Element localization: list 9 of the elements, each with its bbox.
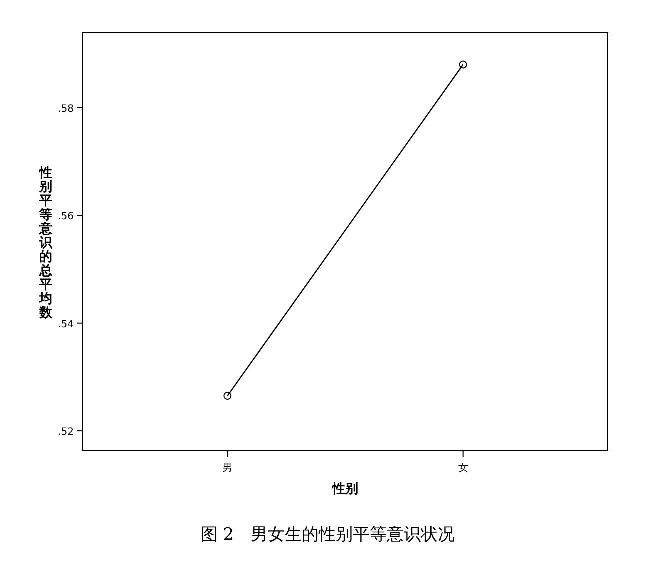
x-axis-title: 性别 xyxy=(332,482,358,497)
x-tick-label: 女 xyxy=(458,462,468,474)
y-tick-label: .52 xyxy=(58,427,74,438)
y-tick-label: .58 xyxy=(58,104,74,115)
y-tick-label: .56 xyxy=(58,212,74,223)
text: 图 2 男女生的性别平等意识状况 xyxy=(200,525,456,545)
y-tick-label: .54 xyxy=(58,319,74,330)
text: 性别平等意识的总平均数 xyxy=(40,166,52,321)
x-tick-label: 男 xyxy=(222,463,233,474)
